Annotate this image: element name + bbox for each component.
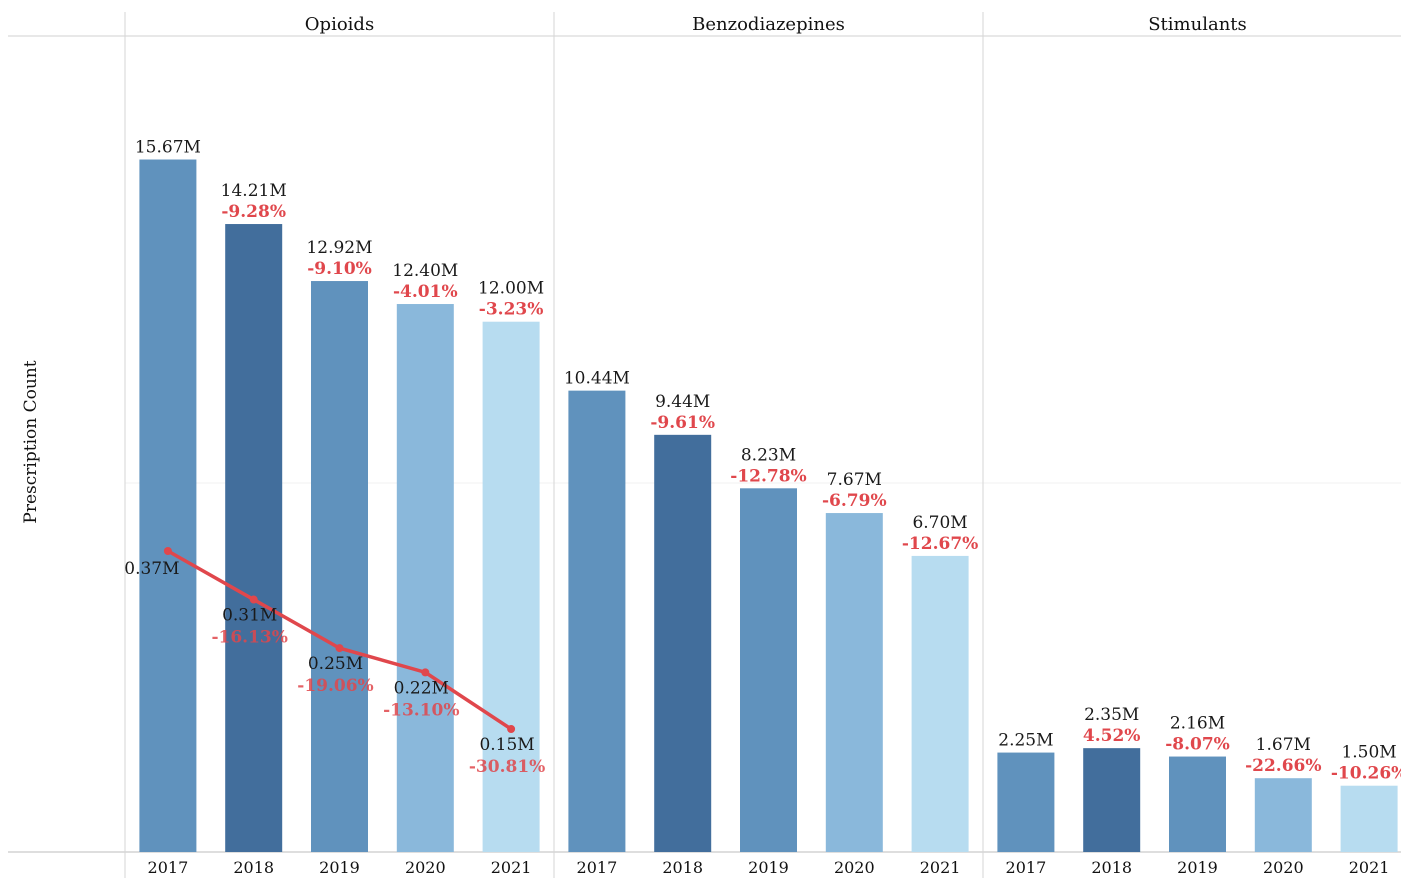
bar-value-label: 7.67M xyxy=(827,470,882,490)
bar xyxy=(396,304,454,853)
x-tick-label: 2017 xyxy=(148,858,189,877)
line-layer xyxy=(163,547,516,733)
bar-pct-label: -9.61% xyxy=(650,413,715,433)
bar-value-label: 8.23M xyxy=(741,445,796,465)
line-value-label: 0.15M xyxy=(479,735,534,755)
x-tick-label: 2021 xyxy=(1349,858,1390,877)
bar-value-label: 6.70M xyxy=(912,513,967,533)
bar-value-label: 12.40M xyxy=(392,261,458,281)
bars-layer xyxy=(139,159,1398,853)
y-axis-label: Prescription Count xyxy=(21,360,41,523)
bar-value-label: 14.21M xyxy=(221,181,287,201)
line-value-label: 0.31M xyxy=(222,606,277,626)
bar-pct-label: 4.52% xyxy=(1083,726,1141,746)
line-point xyxy=(249,595,258,604)
x-tick-label: 2018 xyxy=(1091,858,1132,877)
line-point xyxy=(507,725,516,733)
bar xyxy=(1169,756,1226,852)
bar-pct-label: -12.67% xyxy=(902,534,978,554)
bar-value-label: 10.44M xyxy=(564,369,630,389)
line-point xyxy=(163,547,172,555)
bar xyxy=(740,488,797,852)
line-point xyxy=(335,644,344,653)
bar-pct-label: -12.78% xyxy=(730,466,806,486)
line-value-label: 0.22M xyxy=(394,678,449,698)
bar-pct-label: -9.28% xyxy=(221,202,286,222)
bar xyxy=(1340,785,1398,852)
bar xyxy=(568,390,626,852)
bar-value-label: 1.50M xyxy=(1341,743,1396,763)
bar-value-label: 12.92M xyxy=(306,238,372,258)
bar xyxy=(1083,748,1141,852)
bar-pct-label: -22.66% xyxy=(1245,756,1321,776)
bar-value-label: 15.67M xyxy=(135,138,201,158)
x-tick-label: 2020 xyxy=(1263,858,1304,877)
bar-value-label: 2.16M xyxy=(1170,714,1225,734)
x-tick-label: 2021 xyxy=(491,858,532,877)
x-tick-label: 2019 xyxy=(1177,858,1218,877)
bar-pct-label: -6.79% xyxy=(822,491,887,511)
bar-value-label: 12.00M xyxy=(478,279,544,299)
line-pct-label: -30.81% xyxy=(469,757,545,777)
bar xyxy=(825,513,883,852)
bar-pct-label: -9.10% xyxy=(307,259,372,279)
bar-value-label: 1.67M xyxy=(1256,735,1311,755)
bar-pct-label: -8.07% xyxy=(1165,735,1230,755)
x-tick-label: 2020 xyxy=(405,858,446,877)
x-tick-label: 2021 xyxy=(920,858,961,877)
x-tick-label: 2018 xyxy=(662,858,703,877)
line-value-label: 0.25M xyxy=(308,654,363,674)
panel-title: Stimulants xyxy=(1148,14,1247,35)
bar xyxy=(482,321,540,853)
bar xyxy=(911,555,969,852)
x-tick-label: 2020 xyxy=(834,858,875,877)
x-tick-label: 2019 xyxy=(319,858,360,877)
line-value-label: 0.37M xyxy=(124,559,179,579)
x-tick-label: 2018 xyxy=(233,858,274,877)
panel-title: Opioids xyxy=(305,14,374,35)
panel-title: Benzodiazepines xyxy=(692,14,845,35)
bar-value-label: 2.25M xyxy=(998,731,1053,751)
x-tick-label: 2017 xyxy=(1006,858,1047,877)
line-pct-label: -19.06% xyxy=(297,676,373,696)
bar-pct-label: -3.23% xyxy=(479,300,544,320)
bar-value-label: 2.35M xyxy=(1084,705,1139,725)
bar xyxy=(997,752,1055,852)
line-pct-label: -13.10% xyxy=(383,700,459,720)
bar xyxy=(654,434,712,852)
line-pct-label: -16.13% xyxy=(211,628,287,648)
bar xyxy=(1254,778,1312,852)
bar-value-label: 9.44M xyxy=(655,392,710,412)
x-tick-label: 2019 xyxy=(748,858,789,877)
bar-pct-label: -4.01% xyxy=(393,282,458,302)
bar xyxy=(225,224,283,853)
line-point xyxy=(421,668,430,677)
x-tick-label: 2017 xyxy=(577,858,618,877)
bar xyxy=(139,159,197,853)
labels-layer: Opioids 2017 15.67M 2018 14.21M-9.28% 2019 12.… xyxy=(124,14,1401,877)
bar xyxy=(311,281,368,852)
bar-pct-label: -10.26% xyxy=(1331,764,1401,784)
